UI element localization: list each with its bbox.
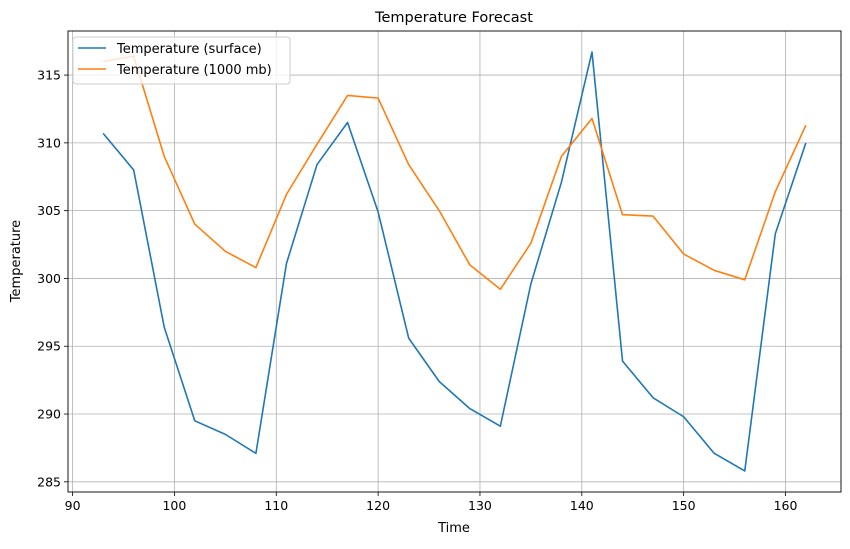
- x-tick-label: 130: [468, 498, 492, 513]
- x-tick-label: 100: [162, 498, 186, 513]
- y-tick-label: 310: [37, 135, 61, 150]
- grid: [68, 31, 841, 492]
- legend-label-surface: Temperature (surface): [116, 42, 262, 57]
- chart-title: Temperature Forecast: [374, 10, 533, 26]
- x-axis-ticks: 90 100 110 120 130 140 150 160: [65, 492, 798, 513]
- series-lines: [102, 51, 807, 472]
- y-axis-ticks: 285 290 295 300 305 310 315: [37, 68, 68, 489]
- x-tick-label: 140: [570, 498, 594, 513]
- legend: Temperature (surface) Temperature (1000 …: [72, 36, 291, 85]
- y-tick-label: 300: [37, 271, 61, 286]
- plot-frame: [67, 30, 842, 493]
- series-line-0: [102, 51, 807, 472]
- x-tick-label: 120: [366, 498, 390, 513]
- x-tick-label: 90: [65, 498, 81, 513]
- y-tick-label: 290: [37, 407, 61, 422]
- y-axis-label: Temperature: [9, 220, 24, 303]
- y-tick-label: 305: [37, 203, 61, 218]
- y-tick-label: 285: [37, 474, 61, 489]
- x-tick-label: 110: [264, 498, 288, 513]
- y-tick-label: 315: [37, 68, 61, 83]
- x-tick-label: 160: [774, 498, 798, 513]
- x-tick-label: 150: [672, 498, 696, 513]
- legend-box: [72, 36, 291, 85]
- y-tick-label: 295: [37, 339, 61, 354]
- legend-label-1000mb: Temperature (1000 mb): [116, 63, 272, 78]
- x-axis-label: Time: [437, 521, 470, 536]
- series-line-1: [102, 55, 807, 291]
